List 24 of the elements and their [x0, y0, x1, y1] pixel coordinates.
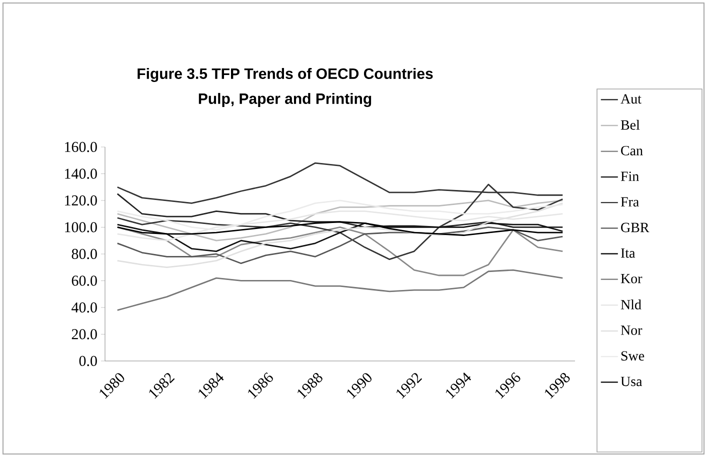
legend-label: Swe: [621, 351, 644, 361]
y-tick-label: 80.0: [72, 248, 97, 260]
legend-label: GBR: [621, 222, 650, 232]
legend-label: Nld: [620, 300, 642, 310]
y-tick-label: 160.0: [65, 142, 97, 152]
y-tick-label: 100.0: [65, 222, 97, 232]
y-tick-label: 40.0: [72, 302, 97, 313]
y-tick-label: 60.0: [72, 276, 97, 286]
legend-label: Ita: [620, 248, 636, 258]
legend-label: Can: [621, 146, 643, 156]
y-tick-label: 20.0: [72, 329, 97, 340]
x-tick-label: 1982: [149, 373, 175, 399]
y-tick-label: 140.0: [65, 168, 97, 179]
legend-label: Kor: [620, 274, 642, 284]
y-tick-label: 120.0: [65, 195, 97, 206]
legend-label: Nor: [620, 326, 642, 335]
legend-label: Aut: [620, 94, 642, 104]
legend-label: Fra: [620, 197, 639, 207]
chart-title: Figure 3.5 TFP Trends of OECD Countries: [138, 68, 433, 82]
chart-subtitle: Pulp, Paper and Printing: [198, 92, 372, 108]
legend-label: Fin: [620, 172, 639, 181]
legend-label: Usa: [620, 376, 642, 386]
y-tick-label: 0.0: [79, 356, 97, 366]
legend-label: Bel: [620, 120, 640, 130]
